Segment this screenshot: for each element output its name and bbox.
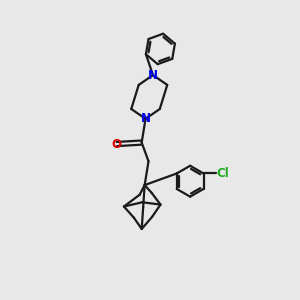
Text: O: O xyxy=(112,138,122,151)
Text: N: N xyxy=(140,112,151,125)
Text: Cl: Cl xyxy=(217,167,229,180)
Text: N: N xyxy=(148,69,158,82)
